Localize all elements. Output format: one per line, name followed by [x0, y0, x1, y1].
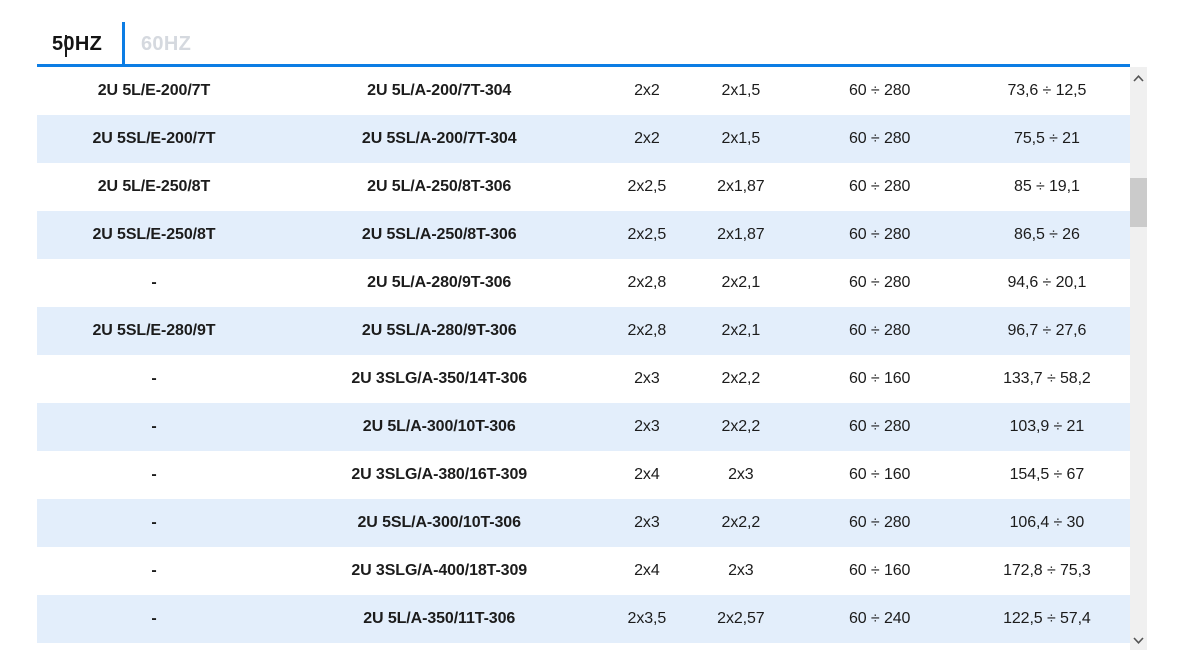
- table-row: - 2U 5SL/A-300/10T-306 2x3 2x2,2 60 ÷ 28…: [37, 499, 1130, 547]
- cell-range-2: 85 ÷ 19,1: [964, 178, 1130, 196]
- chevron-down-icon: [1133, 631, 1144, 649]
- cell-model-e: 2U 5SL/E-280/9T: [37, 322, 271, 340]
- table-row: - 2U 3SLG/A-400/18T-309 2x4 2x3 60 ÷ 160…: [37, 547, 1130, 595]
- cell-model-e: -: [37, 418, 271, 436]
- cell-range-2: 94,6 ÷ 20,1: [964, 274, 1130, 292]
- cell-model-a: 2U 5L/A-300/10T-306: [271, 418, 608, 436]
- cell-range-1: 60 ÷ 280: [796, 274, 964, 292]
- tab-50hz-label: 50HZ: [52, 33, 102, 55]
- cell-range-2: 96,7 ÷ 27,6: [964, 322, 1130, 340]
- cell-model-a: 2U 5L/A-350/11T-306: [271, 610, 608, 628]
- tab-50hz[interactable]: 50HZ: [37, 33, 122, 64]
- cell-model-a: 2U 5SL/A-250/8T-306: [271, 226, 608, 244]
- cell-model-a: 2U 5SL/A-200/7T-304: [271, 130, 608, 148]
- cell-value-1: 2x3: [608, 514, 687, 532]
- table-row: - 2U 5L/A-280/9T-306 2x2,8 2x2,1 60 ÷ 28…: [37, 259, 1130, 307]
- frequency-table: 2U 5L/E-200/7T 2U 5L/A-200/7T-304 2x2 2x…: [37, 67, 1130, 643]
- cell-value-2: 2x1,87: [686, 226, 795, 244]
- cell-model-a: 2U 5SL/A-300/10T-306: [271, 514, 608, 532]
- cell-value-1: 2x3: [608, 370, 687, 388]
- table-row: 2U 5L/E-250/8T 2U 5L/A-250/8T-306 2x2,5 …: [37, 163, 1130, 211]
- scrollbar-thumb[interactable]: [1130, 178, 1147, 227]
- cell-model-e: -: [37, 466, 271, 484]
- cell-range-2: 106,4 ÷ 30: [964, 514, 1130, 532]
- cell-range-2: 122,5 ÷ 57,4: [964, 610, 1130, 628]
- cell-model-a: 2U 3SLG/A-350/14T-306: [271, 370, 608, 388]
- cell-range-1: 60 ÷ 280: [796, 418, 964, 436]
- cell-model-e: -: [37, 610, 271, 628]
- chevron-up-icon: [1133, 69, 1144, 87]
- cell-model-e: 2U 5SL/E-200/7T: [37, 130, 271, 148]
- cell-range-1: 60 ÷ 160: [796, 370, 964, 388]
- table-row: 2U 5L/E-200/7T 2U 5L/A-200/7T-304 2x2 2x…: [37, 67, 1130, 115]
- table-row: - 2U 5L/A-300/10T-306 2x3 2x2,2 60 ÷ 280…: [37, 403, 1130, 451]
- cell-range-1: 60 ÷ 240: [796, 610, 964, 628]
- cell-value-1: 2x2,5: [608, 226, 687, 244]
- cell-model-a: 2U 5SL/A-280/9T-306: [271, 322, 608, 340]
- cell-value-2: 2x2,1: [686, 274, 795, 292]
- cell-value-2: 2x2,2: [686, 370, 795, 388]
- cell-value-2: 2x1,5: [686, 130, 795, 148]
- scroll-up-button[interactable]: [1130, 69, 1147, 86]
- frequency-tab-bar: 50HZ 60HZ: [37, 0, 1130, 67]
- cell-model-a: 2U 5L/A-250/8T-306: [271, 178, 608, 196]
- cell-range-2: 154,5 ÷ 67: [964, 466, 1130, 484]
- cell-model-a: 2U 3SLG/A-380/16T-309: [271, 466, 608, 484]
- cell-range-2: 103,9 ÷ 21: [964, 418, 1130, 436]
- cell-value-1: 2x2: [608, 82, 687, 100]
- table-row: 2U 5SL/E-280/9T 2U 5SL/A-280/9T-306 2x2,…: [37, 307, 1130, 355]
- cell-value-1: 2x4: [608, 466, 687, 484]
- cell-range-2: 73,6 ÷ 12,5: [964, 82, 1130, 100]
- cell-value-1: 2x2: [608, 130, 687, 148]
- cell-range-2: 172,8 ÷ 75,3: [964, 562, 1130, 580]
- cell-value-1: 2x4: [608, 562, 687, 580]
- cell-model-e: 2U 5SL/E-250/8T: [37, 226, 271, 244]
- cell-value-2: 2x3: [686, 562, 795, 580]
- cell-range-1: 60 ÷ 280: [796, 514, 964, 532]
- cell-range-2: 86,5 ÷ 26: [964, 226, 1130, 244]
- cell-range-1: 60 ÷ 280: [796, 130, 964, 148]
- cell-range-1: 60 ÷ 160: [796, 466, 964, 484]
- cell-value-2: 2x2,1: [686, 322, 795, 340]
- cell-range-2: 75,5 ÷ 21: [964, 130, 1130, 148]
- cell-model-a: 2U 5L/A-280/9T-306: [271, 274, 608, 292]
- cell-value-2: 2x2,2: [686, 418, 795, 436]
- cell-model-e: -: [37, 562, 271, 580]
- cell-range-1: 60 ÷ 280: [796, 226, 964, 244]
- cell-value-1: 2x2,5: [608, 178, 687, 196]
- cell-model-e: 2U 5L/E-200/7T: [37, 82, 271, 100]
- cell-value-1: 2x3: [608, 418, 687, 436]
- table-row: - 2U 5L/A-350/11T-306 2x3,5 2x2,57 60 ÷ …: [37, 595, 1130, 643]
- table-row: 2U 5SL/E-200/7T 2U 5SL/A-200/7T-304 2x2 …: [37, 115, 1130, 163]
- cell-value-2: 2x2,57: [686, 610, 795, 628]
- cell-value-2: 2x1,87: [686, 178, 795, 196]
- cell-value-1: 2x3,5: [608, 610, 687, 628]
- table-row: - 2U 3SLG/A-380/16T-309 2x4 2x3 60 ÷ 160…: [37, 451, 1130, 499]
- cell-value-2: 2x2,2: [686, 514, 795, 532]
- cell-range-1: 60 ÷ 280: [796, 322, 964, 340]
- cell-range-1: 60 ÷ 280: [796, 178, 964, 196]
- vertical-scrollbar[interactable]: [1130, 67, 1147, 650]
- cell-range-1: 60 ÷ 160: [796, 562, 964, 580]
- scroll-down-button[interactable]: [1130, 631, 1147, 648]
- text-cursor: [65, 35, 67, 57]
- cell-model-e: -: [37, 370, 271, 388]
- cell-model-e: -: [37, 514, 271, 532]
- cell-range-2: 133,7 ÷ 58,2: [964, 370, 1130, 388]
- cell-value-1: 2x2,8: [608, 274, 687, 292]
- cell-value-2: 2x1,5: [686, 82, 795, 100]
- table-row: 2U 5SL/E-250/8T 2U 5SL/A-250/8T-306 2x2,…: [37, 211, 1130, 259]
- cell-model-a: 2U 5L/A-200/7T-304: [271, 82, 608, 100]
- cell-model-a: 2U 3SLG/A-400/18T-309: [271, 562, 608, 580]
- cell-model-e: -: [37, 274, 271, 292]
- cell-model-e: 2U 5L/E-250/8T: [37, 178, 271, 196]
- tab-60hz[interactable]: 60HZ: [125, 33, 191, 64]
- cell-value-2: 2x3: [686, 466, 795, 484]
- table-row: - 2U 3SLG/A-350/14T-306 2x3 2x2,2 60 ÷ 1…: [37, 355, 1130, 403]
- cell-range-1: 60 ÷ 280: [796, 82, 964, 100]
- cell-value-1: 2x2,8: [608, 322, 687, 340]
